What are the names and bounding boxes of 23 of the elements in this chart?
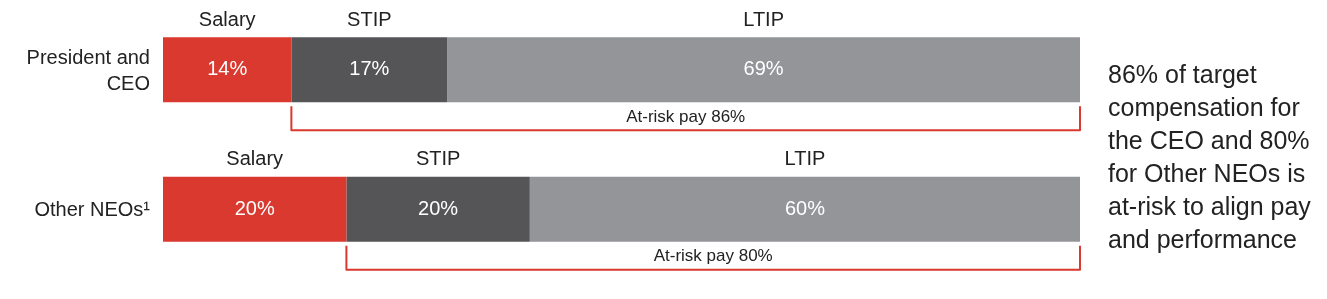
data-label: 17% xyxy=(349,57,390,80)
text: 86% of target compensation for the CEO and 80% for Other NEOs is at-risk to align pay and performance xyxy=(1108,59,1312,255)
data-label: 20% xyxy=(418,196,459,219)
data-label: 60% xyxy=(784,196,826,219)
bar xyxy=(291,37,448,103)
bar xyxy=(163,37,292,103)
annotation: At-risk pay 86% xyxy=(626,106,746,126)
bar xyxy=(163,176,347,242)
y-tick-label: Other NEOs¹ xyxy=(33,197,150,223)
text: LTIP xyxy=(743,7,785,30)
text: Salary xyxy=(198,7,256,30)
y-tick-label: President and CEO xyxy=(25,44,150,96)
text: STIP xyxy=(347,7,392,30)
series-label: Salary xyxy=(226,147,284,170)
bar xyxy=(346,176,530,242)
series-label: LTIP xyxy=(784,147,826,170)
annotation: At-risk pay 80% xyxy=(653,246,773,266)
data-label: 14% xyxy=(207,57,248,80)
series-label: STIP xyxy=(415,147,461,170)
bar xyxy=(447,37,1080,103)
data-label: 69% xyxy=(743,57,784,80)
bar xyxy=(529,176,1080,242)
data-label: 20% xyxy=(234,196,275,219)
